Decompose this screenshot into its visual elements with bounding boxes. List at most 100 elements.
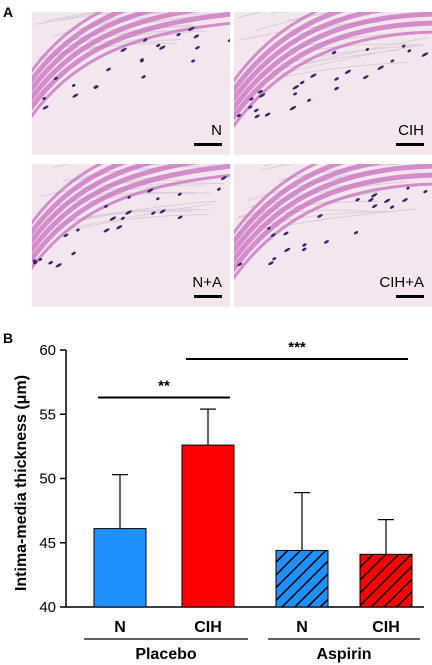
- cell-nucleus: [384, 198, 391, 203]
- vessel-wall-layer: [32, 12, 230, 111]
- cell-nucleus: [48, 261, 53, 265]
- vessel-wall-layer: [32, 164, 199, 254]
- cell-nucleus: [55, 263, 62, 268]
- cell-nucleus: [299, 80, 305, 85]
- vessel-wall-layer: [234, 164, 319, 235]
- cell-nucleus: [193, 34, 200, 39]
- scale-bar: [194, 143, 222, 146]
- cell-nucleus: [93, 85, 98, 89]
- micrograph-cih: CIH: [234, 12, 432, 155]
- cell-nucleus: [334, 77, 339, 81]
- cell-nucleus: [365, 47, 370, 51]
- tissue-image: [32, 12, 230, 119]
- cell-nucleus: [116, 225, 123, 230]
- cell-nucleus: [156, 197, 160, 201]
- cell-nucleus: [227, 37, 230, 42]
- background-fiber: [258, 49, 399, 75]
- cell-nucleus: [353, 231, 359, 235]
- background-fiber: [76, 200, 217, 223]
- bar: [275, 549, 329, 608]
- cell-nucleus: [188, 26, 195, 31]
- group-label: Placebo: [135, 646, 197, 663]
- tissue-image: [32, 164, 230, 271]
- cell-nucleus: [220, 176, 227, 181]
- cell-nucleus: [248, 105, 253, 109]
- cell-nucleus: [120, 47, 127, 52]
- panel-b-letter: B: [3, 330, 14, 346]
- y-tick-label: 40: [39, 599, 56, 616]
- cell-nucleus: [289, 105, 297, 111]
- cell-nucleus: [293, 92, 298, 96]
- cell-nucleus: [389, 205, 395, 209]
- vessel-wall-layer: [234, 12, 319, 83]
- vessel-wall-layer: [32, 12, 127, 84]
- cell-nucleus: [377, 65, 384, 70]
- cell-nucleus: [177, 215, 183, 220]
- cell-nucleus: [141, 75, 146, 79]
- cell-nucleus: [270, 233, 276, 237]
- cell-nucleus: [401, 44, 406, 48]
- cell-nucleus: [407, 49, 412, 53]
- cell-nucleus: [310, 73, 317, 78]
- cell-nucleus: [257, 89, 263, 94]
- cell-nucleus: [71, 251, 76, 256]
- background-fiber: [237, 12, 263, 19]
- significance-label: ***: [288, 339, 306, 356]
- background-fiber: [41, 179, 182, 197]
- cell-nucleus: [301, 247, 307, 252]
- x-tick-label: N: [296, 619, 308, 636]
- panel-a-letter: A: [3, 4, 14, 20]
- vessel-wall-layer: [234, 12, 345, 94]
- cell-nucleus: [76, 228, 80, 232]
- background-fiber: [283, 43, 424, 57]
- micrograph-n-a: N+A: [32, 164, 230, 307]
- cell-nucleus: [156, 43, 161, 48]
- cell-nucleus: [54, 76, 58, 80]
- bar: [359, 553, 413, 608]
- vessel-wall-layer: [32, 12, 199, 102]
- cell-nucleus: [264, 112, 271, 117]
- cell-nucleus: [139, 58, 144, 62]
- scale-bar: [396, 143, 424, 146]
- vessel-wall-layer: [234, 182, 432, 280]
- cell-nucleus: [159, 209, 166, 214]
- cell-nucleus: [147, 188, 154, 193]
- micrograph-label: N+A: [192, 274, 222, 291]
- micrograph-label: CIH: [398, 122, 424, 139]
- cell-nucleus: [109, 216, 117, 221]
- cell-nucleus: [216, 187, 221, 191]
- x-tick-label: CIH: [194, 619, 222, 636]
- vessel-wall-layer: [32, 173, 230, 271]
- cell-nucleus: [159, 45, 166, 50]
- cell-nucleus: [125, 210, 132, 215]
- y-tick-label: 50: [39, 471, 56, 488]
- significance-label: **: [158, 378, 170, 395]
- cell-nucleus: [254, 108, 259, 113]
- scale-bar: [194, 295, 222, 298]
- cell-nucleus: [267, 226, 271, 230]
- vessel-wall-layer: [234, 172, 432, 273]
- bar: [181, 444, 235, 608]
- cell-nucleus: [406, 186, 410, 190]
- cell-nucleus: [151, 211, 156, 215]
- cell-nucleus: [344, 69, 352, 74]
- cell-nucleus: [72, 93, 79, 98]
- x-tick-label: CIH: [372, 619, 400, 636]
- cell-nucleus: [421, 52, 429, 57]
- cell-nucleus: [120, 216, 125, 220]
- vessel-wall-layer: [234, 164, 432, 264]
- cell-nucleus: [390, 59, 395, 63]
- vessel-wall-layer: [234, 12, 432, 112]
- micrograph-label: N: [211, 122, 222, 139]
- micrograph-label: CIH+A: [379, 274, 424, 291]
- cell-nucleus: [402, 198, 408, 203]
- cell-nucleus: [177, 192, 182, 196]
- cell-nucleus: [323, 240, 329, 244]
- background-fiber: [64, 25, 206, 42]
- cell-nucleus: [307, 98, 312, 102]
- cell-nucleus: [254, 114, 260, 119]
- cell-nucleus: [127, 195, 131, 199]
- cell-nucleus: [371, 204, 378, 209]
- vessel-wall-layer: [32, 164, 155, 245]
- vessel-wall-layer: [32, 164, 230, 263]
